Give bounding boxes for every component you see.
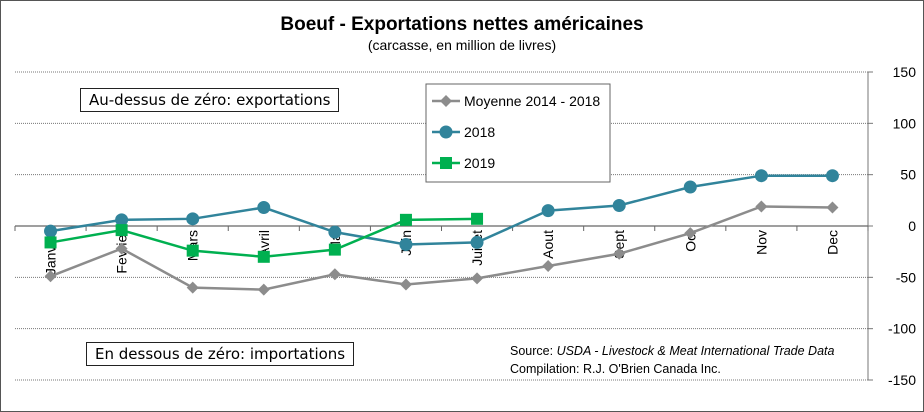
data-point: [471, 272, 484, 285]
data-point: [115, 242, 128, 255]
data-point: [754, 169, 768, 183]
data-point: [684, 227, 697, 240]
compilation-line: Compilation: R.J. O'Brien Canada Inc.: [510, 362, 721, 376]
series-2018: [44, 169, 839, 251]
legend-label: 2019: [464, 155, 495, 171]
y-tick-label: 50: [900, 167, 916, 183]
x-tick-label: Dec: [824, 230, 840, 255]
x-tick-label: Aout: [540, 230, 556, 259]
data-point: [542, 260, 555, 273]
source-text: USDA - Livestock & Meat International Tr…: [556, 344, 835, 358]
data-point: [826, 201, 839, 214]
data-point: [257, 250, 270, 263]
data-point: [613, 247, 626, 260]
chart-subtitle: (carcasse, en million de livres): [368, 37, 556, 53]
y-tick-label: 100: [893, 115, 917, 131]
legend-item: 2018: [432, 124, 495, 140]
data-point: [471, 212, 484, 225]
legend-item: 2019: [432, 155, 495, 171]
data-point: [541, 204, 555, 218]
data-point: [44, 270, 57, 283]
series-2019: [44, 212, 484, 263]
data-point: [399, 213, 412, 226]
annotation-exports: Au-dessus de zéro: exportations: [80, 88, 340, 112]
series-line: [50, 205, 833, 291]
data-point: [399, 278, 412, 291]
y-tick-label: 0: [908, 218, 916, 234]
legend-label: 2018: [464, 124, 495, 140]
legend-item: Moyenne 2014 - 2018: [432, 93, 600, 109]
y-tick-label: 150: [893, 64, 917, 80]
data-point: [399, 237, 413, 251]
data-point: [186, 212, 200, 226]
y-tick-label: -150: [888, 372, 916, 388]
data-point: [825, 169, 839, 183]
data-point: [328, 243, 341, 256]
annotation-imports: En dessous de zéro: importations: [86, 342, 355, 366]
x-tick-label: Nov: [753, 230, 769, 255]
data-point: [440, 157, 452, 169]
data-point: [683, 180, 697, 194]
data-point: [186, 244, 199, 257]
data-point: [44, 224, 58, 238]
legend: Moyenne 2014 - 2018 2018 2019: [425, 83, 611, 183]
data-point: [115, 213, 129, 227]
data-point: [755, 200, 768, 213]
source-label: Source:: [510, 344, 557, 358]
x-tick-label: Avril: [256, 230, 272, 257]
data-point: [257, 283, 270, 296]
data-point: [186, 281, 199, 294]
series-moyenne-2014-2018: [44, 200, 839, 296]
data-point: [440, 95, 452, 107]
chart-title: Boeuf - Exportations nettes américaines: [280, 14, 643, 35]
data-point: [115, 224, 128, 237]
y-tick-label: -100: [888, 321, 916, 337]
data-point: [257, 201, 271, 215]
y-tick-label: -50: [896, 269, 916, 285]
data-point: [44, 236, 57, 249]
series-line: [50, 174, 833, 246]
legend-label: Moyenne 2014 - 2018: [464, 93, 600, 109]
source-line: Source: USDA - Livestock & Meat Internat…: [510, 344, 834, 358]
data-point: [612, 198, 626, 212]
data-point: [328, 268, 341, 281]
data-point: [470, 235, 484, 249]
data-point: [328, 225, 342, 239]
data-point: [439, 125, 453, 139]
